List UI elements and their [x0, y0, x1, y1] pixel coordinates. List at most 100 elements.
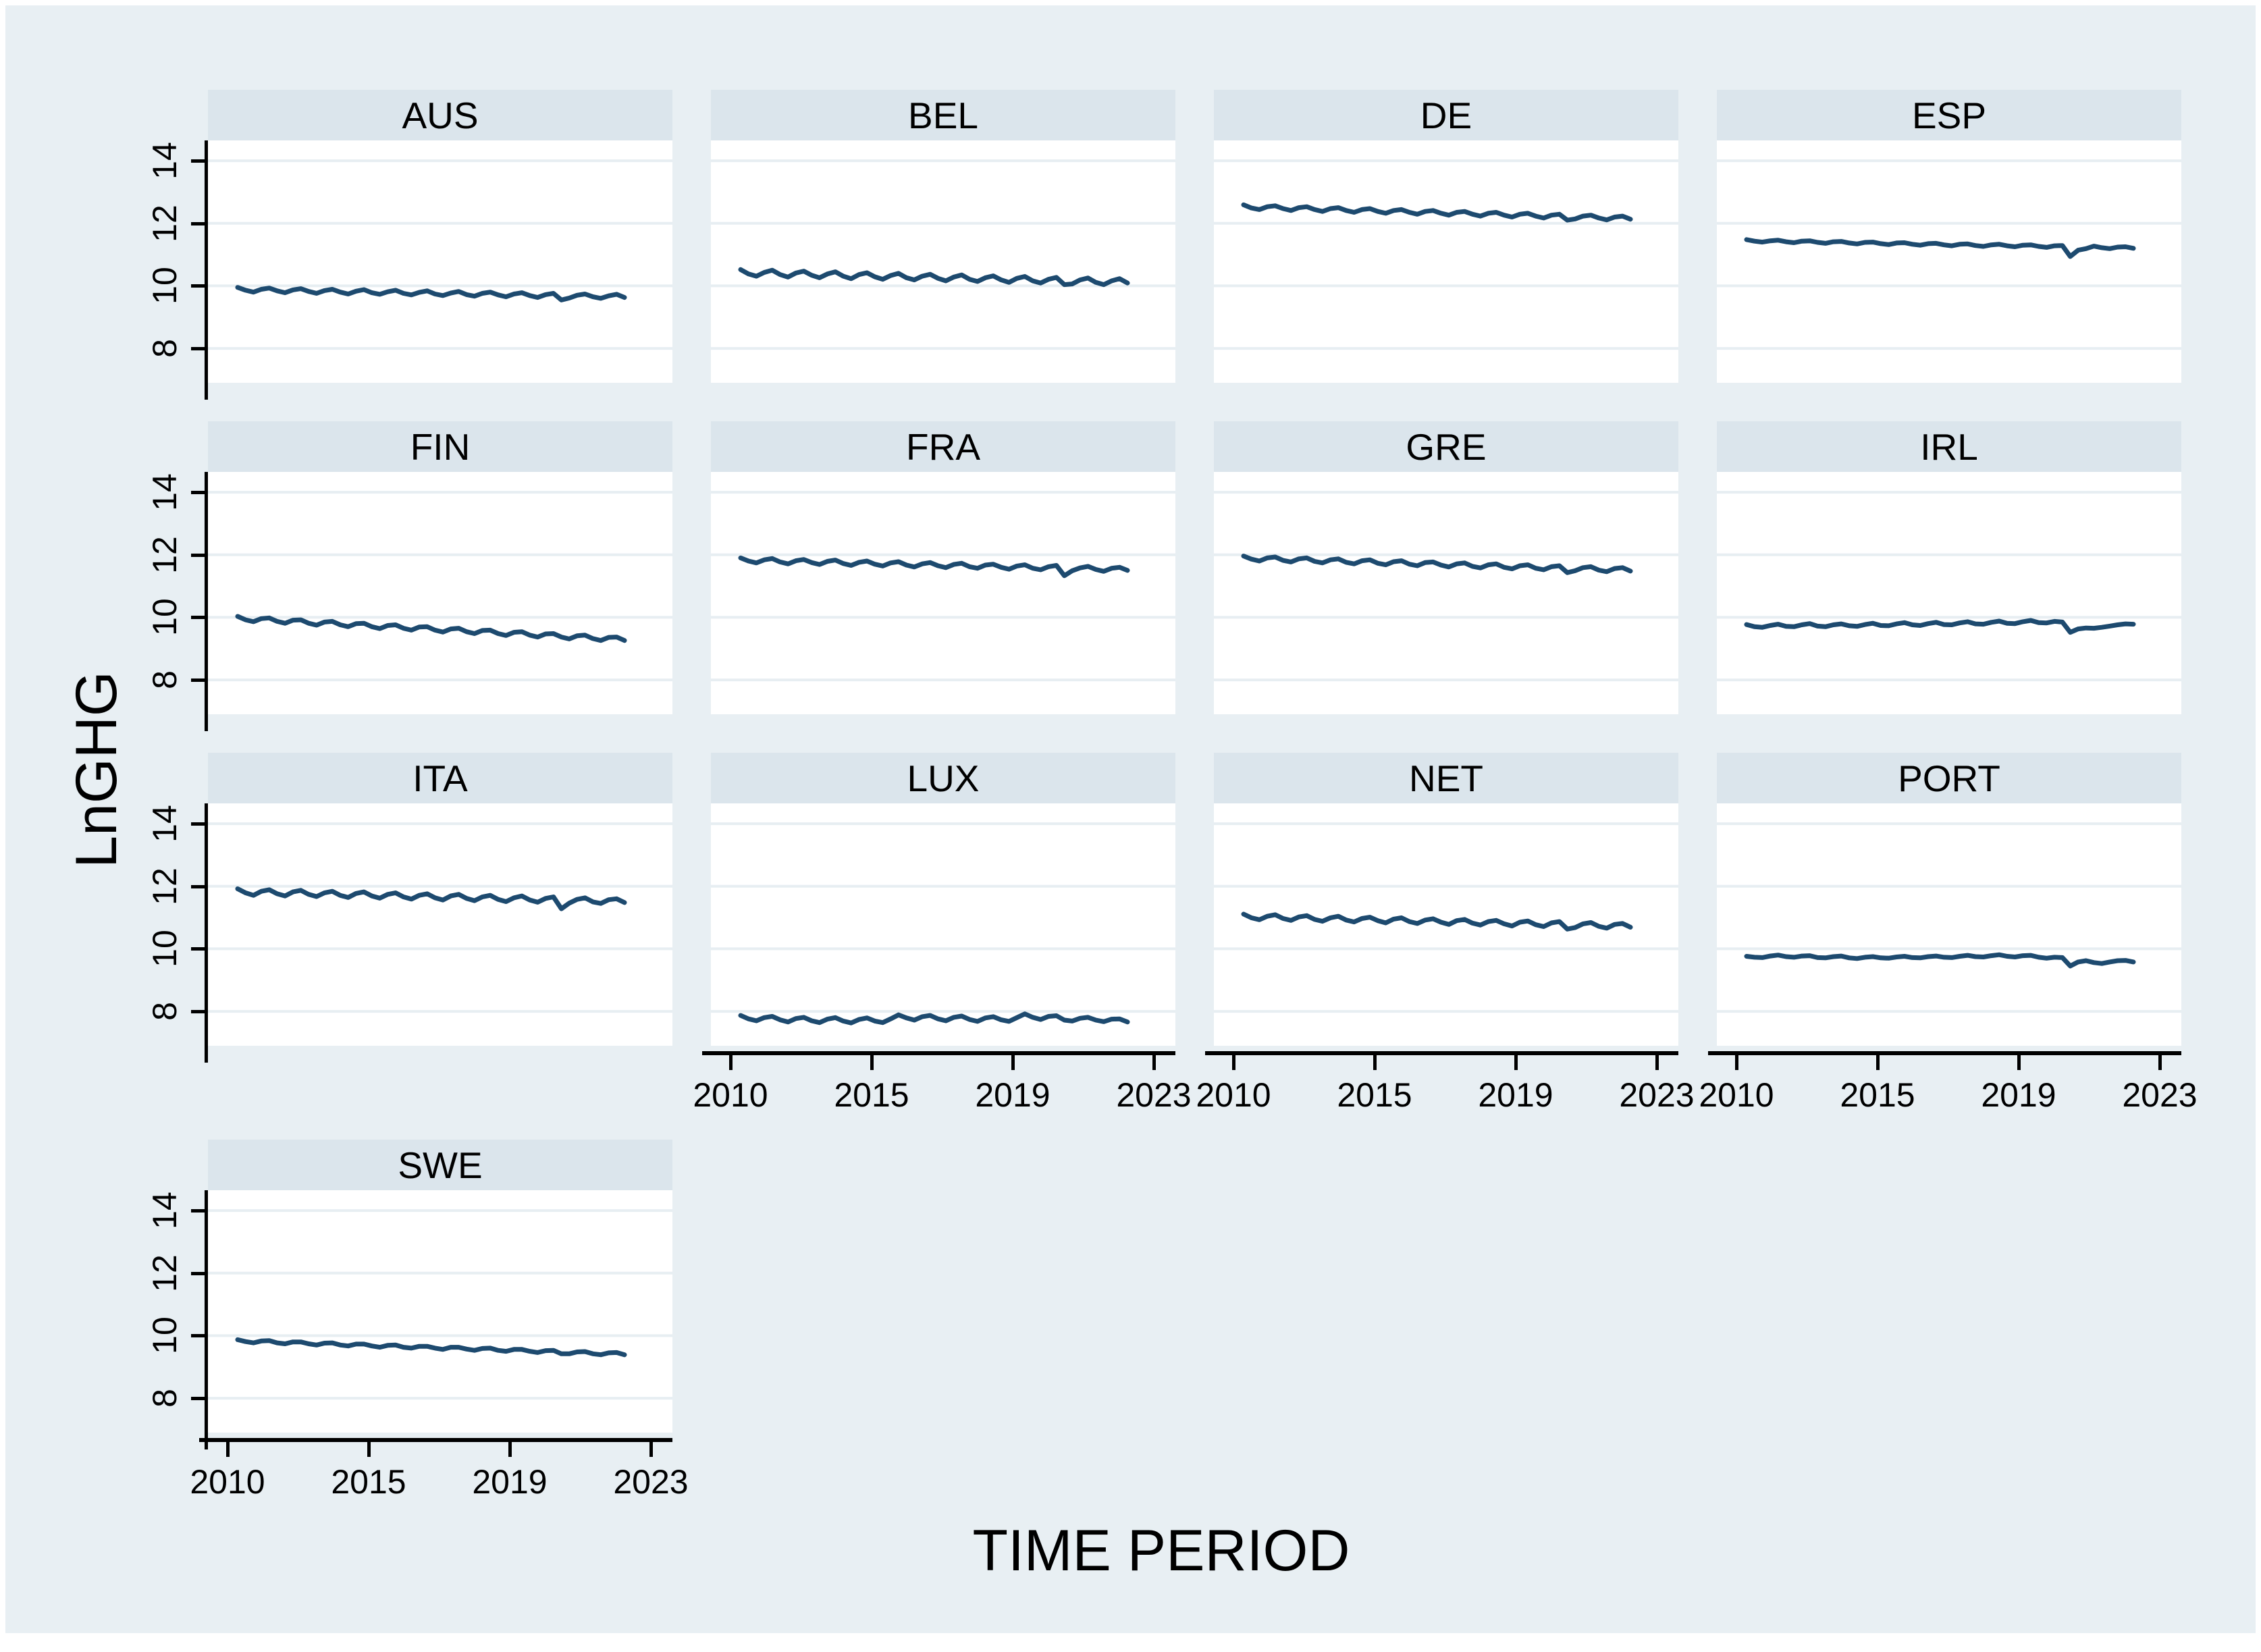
- plot-svg: [1717, 491, 2181, 682]
- y-axis-line: [205, 140, 208, 400]
- x-tick: [1655, 1055, 1659, 1070]
- y-axis-line: [205, 472, 208, 731]
- plot-area: [1214, 472, 1678, 714]
- y-tick-label: 12: [146, 1254, 184, 1292]
- plot-svg: [711, 822, 1175, 1025]
- series-line-aus: [235, 285, 627, 302]
- panel-bel: BEL: [711, 90, 1175, 383]
- y-tick: [191, 1209, 205, 1213]
- panel-title: DE: [1420, 94, 1472, 136]
- plot-area: [711, 803, 1175, 1046]
- y-tick-label: 8: [146, 1389, 184, 1408]
- y-tick: [191, 616, 205, 620]
- x-tick: [367, 1442, 371, 1457]
- panel-title: NET: [1409, 757, 1483, 799]
- y-tick: [191, 1010, 205, 1014]
- plot-svg: [208, 159, 672, 350]
- plot-area: [208, 803, 672, 1046]
- x-tick-label: 2019: [975, 1076, 1050, 1114]
- y-tick-label: 14: [146, 1192, 184, 1229]
- plot-svg: [208, 1209, 672, 1400]
- series-line-lux: [738, 1011, 1130, 1025]
- y-tick: [191, 221, 205, 225]
- panel-de: DE: [1214, 90, 1678, 383]
- panel-net: NET: [1214, 753, 1678, 1046]
- series-line-swe: [235, 1337, 627, 1358]
- panel-aus: AUS: [208, 90, 672, 383]
- y-tick: [191, 822, 205, 826]
- plot-svg: [711, 159, 1175, 350]
- x-tick: [508, 1442, 512, 1457]
- y-tick: [191, 491, 205, 495]
- x-tick-label: 2015: [1337, 1076, 1412, 1114]
- panel-title: FIN: [410, 425, 471, 468]
- x-tick: [729, 1055, 733, 1070]
- series-line-port: [1744, 952, 2136, 969]
- y-tick: [191, 678, 205, 683]
- x-axis-line: [1205, 1051, 1678, 1055]
- panel-header: SWE: [208, 1140, 672, 1190]
- y-tick: [191, 1271, 205, 1275]
- panel-title: FRA: [906, 425, 980, 468]
- y-tick: [191, 284, 205, 288]
- panel-header: ITA: [208, 753, 672, 803]
- panel-gre: GRE: [1214, 421, 1678, 714]
- y-tick-label: 10: [146, 267, 184, 305]
- x-axis-line: [702, 1051, 1175, 1055]
- y-tick-label: 12: [146, 867, 184, 905]
- x-tick-label: 2023: [2122, 1076, 2198, 1114]
- series-line-gre: [1241, 554, 1633, 575]
- series-line-irl: [1744, 618, 2136, 635]
- x-tick: [1011, 1055, 1015, 1070]
- plot-svg: [1717, 822, 2181, 1013]
- x-tick: [649, 1442, 653, 1457]
- plot-area: [208, 472, 672, 714]
- panel-header: PORT: [1717, 753, 2181, 803]
- plot-svg: [1214, 491, 1678, 682]
- panel-title: PORT: [1898, 757, 2000, 799]
- plot-svg: [1214, 159, 1678, 350]
- y-axis-line: [205, 803, 208, 1063]
- y-tick: [191, 884, 205, 888]
- x-tick: [1514, 1055, 1518, 1070]
- panel-fra: FRA: [711, 421, 1175, 714]
- x-tick-label: 2015: [834, 1076, 909, 1114]
- plot-area: [711, 140, 1175, 383]
- panel-fin: FIN: [208, 421, 672, 714]
- panel-esp: ESP: [1717, 90, 2181, 383]
- y-tick-label: 14: [146, 142, 184, 180]
- x-tick-label: 2010: [1196, 1076, 1271, 1114]
- plot-area: [1717, 472, 2181, 714]
- y-tick-label: 8: [146, 339, 184, 358]
- panel-title: ESP: [1911, 94, 1987, 136]
- x-tick: [2158, 1055, 2162, 1070]
- plot-area: [1214, 803, 1678, 1046]
- plot-svg: [1214, 822, 1678, 1013]
- x-tick: [1152, 1055, 1156, 1070]
- plot-svg: [208, 491, 672, 682]
- x-tick-label: 2023: [1116, 1076, 1192, 1114]
- x-tick: [2017, 1055, 2021, 1070]
- x-tick: [1876, 1055, 1880, 1070]
- x-tick: [1232, 1055, 1235, 1070]
- x-tick: [1373, 1055, 1377, 1070]
- panel-ita: ITA: [208, 753, 672, 1046]
- y-tick-label: 10: [146, 1316, 184, 1355]
- y-tick-label: 10: [146, 930, 184, 968]
- plot-area: [711, 472, 1175, 714]
- x-tick: [870, 1055, 874, 1070]
- plot-area: [208, 140, 672, 383]
- panel-irl: IRL: [1717, 421, 2181, 714]
- panel-title: LUX: [907, 757, 980, 799]
- plot-area: [1717, 140, 2181, 383]
- y-tick-label: 14: [146, 473, 184, 511]
- y-tick: [191, 159, 205, 163]
- y-axis-line: [205, 1190, 208, 1449]
- x-tick-label: 2010: [1699, 1076, 1774, 1114]
- series-line-net: [1241, 911, 1633, 932]
- y-tick-label: 12: [146, 535, 184, 574]
- panel-header: FIN: [208, 421, 672, 472]
- panel-title: IRL: [1920, 425, 1978, 468]
- series-line-fra: [738, 555, 1130, 579]
- panel-lux: LUX: [711, 753, 1175, 1046]
